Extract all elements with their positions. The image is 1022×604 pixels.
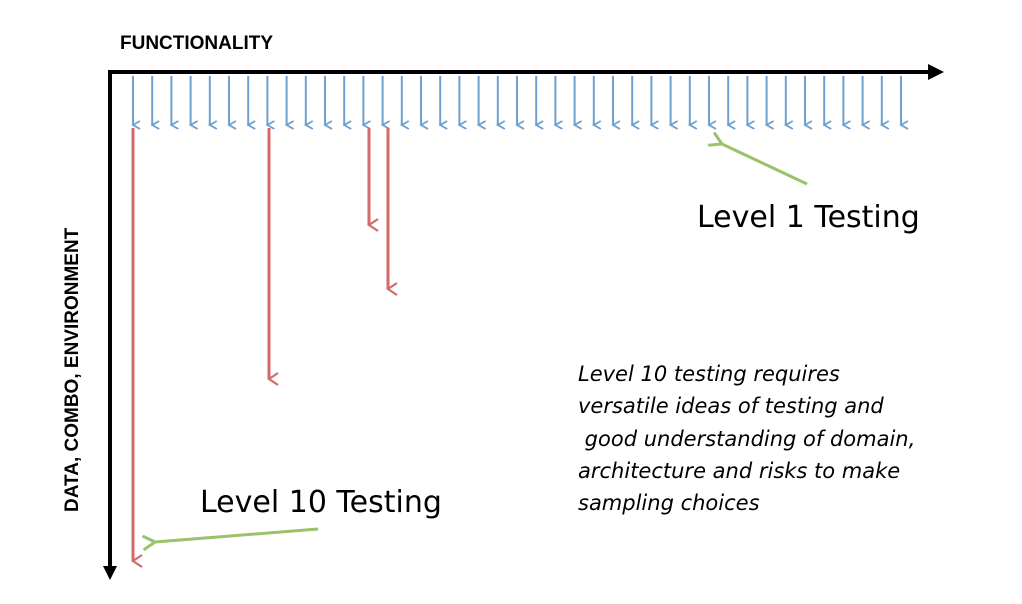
x-axis-arrowhead [928, 64, 944, 80]
level-10-label: Level 10 Testing [200, 485, 442, 520]
note-line: architecture and risks to make [578, 459, 900, 483]
level-10-note: Level 10 testing requires versatile idea… [578, 362, 915, 515]
note-line: good understanding of domain, [578, 427, 915, 451]
note-line: versatile ideas of testing and [578, 394, 884, 418]
note-line: sampling choices [578, 491, 760, 515]
note-line: Level 10 testing requires [578, 362, 840, 386]
y-axis-label: DATA, COMBO, ENVIRONMENT [62, 227, 83, 512]
level-1-label: Level 1 Testing [697, 200, 920, 235]
level-1-pointer-arrow [722, 144, 808, 186]
x-axis-label: FUNCTIONALITY [120, 33, 273, 54]
y-axis-arrowhead [103, 566, 117, 580]
level-10-pointer-arrow [155, 527, 319, 542]
level-1-arrow-group [131, 76, 909, 130]
